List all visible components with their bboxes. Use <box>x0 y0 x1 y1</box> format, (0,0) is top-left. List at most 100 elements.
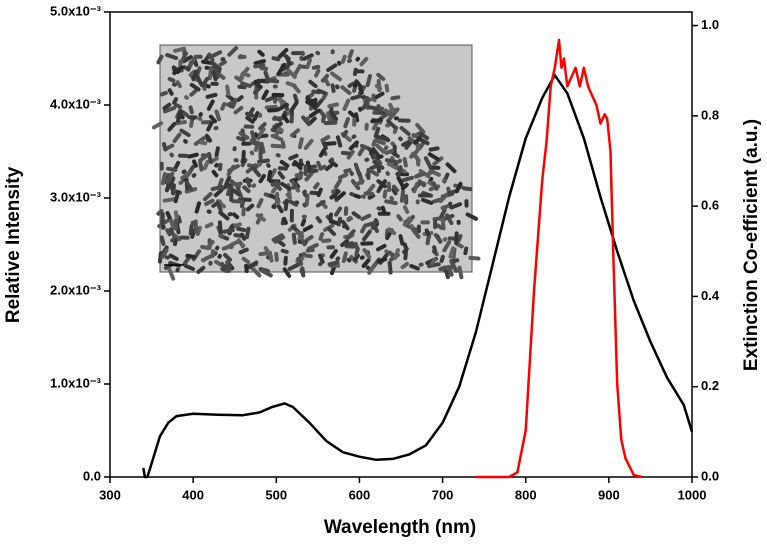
nanorod <box>396 165 403 177</box>
nanorod <box>342 98 351 111</box>
nanorod <box>393 116 399 121</box>
nanorod <box>275 153 281 158</box>
nanorod <box>372 106 385 115</box>
nanorod <box>400 182 409 191</box>
x-axis-title: Wavelength (nm) <box>324 517 476 538</box>
nanorod <box>399 126 411 137</box>
nanorod <box>314 68 321 78</box>
nanorod <box>282 216 288 225</box>
nanorod <box>236 95 244 102</box>
nanorod <box>251 166 262 178</box>
nanorod <box>354 69 365 74</box>
y2-tick-label: 0.2 <box>701 378 719 393</box>
nanorod <box>396 175 405 188</box>
nanorod <box>267 252 274 263</box>
nanorod <box>232 146 237 152</box>
nanorod <box>331 189 336 195</box>
nanorod <box>210 184 224 192</box>
nanorod <box>444 269 450 280</box>
nanorod <box>259 141 266 154</box>
nanorod <box>227 164 240 173</box>
nanorod <box>241 149 246 164</box>
nanorod <box>337 172 349 180</box>
nanorod <box>283 255 288 266</box>
y-axis-title: Relative Intensity <box>3 166 24 323</box>
nanorod <box>442 237 448 242</box>
nanorod <box>425 235 431 246</box>
nanorod <box>274 192 280 204</box>
data-line <box>142 73 694 479</box>
nanorod <box>392 144 397 157</box>
nanorod <box>202 191 213 202</box>
nanorod <box>321 113 327 124</box>
nanorod <box>173 238 178 247</box>
nanorod <box>305 57 312 69</box>
y2-axis-title: Extinction Co-efficient (a.u.) <box>741 119 762 371</box>
nanorod <box>217 162 223 172</box>
nanorod <box>204 65 210 70</box>
nanorod <box>375 134 389 142</box>
nanorod <box>419 137 430 146</box>
nanorod <box>240 71 251 78</box>
nanorod <box>294 173 304 178</box>
nanorod <box>266 163 271 168</box>
nanorod <box>184 264 196 271</box>
y-tick-label: 3.0x10⁻³ <box>50 189 102 204</box>
nanorod <box>251 266 262 278</box>
nanorod <box>159 90 168 97</box>
nanorod <box>224 175 232 187</box>
x-tick-label: 400 <box>182 487 204 502</box>
nanorod <box>352 117 357 127</box>
nanorod <box>386 119 397 130</box>
nanorod <box>271 92 285 98</box>
nanorod <box>387 260 393 275</box>
nanorod <box>194 201 202 214</box>
nanorod <box>273 121 283 130</box>
nanorod <box>386 227 397 236</box>
nanorod <box>234 75 243 83</box>
nanorod <box>457 265 464 280</box>
nanorod <box>239 232 247 241</box>
nanorod <box>430 257 437 266</box>
nanorod <box>303 138 314 151</box>
nanorod <box>189 82 201 92</box>
nanorod <box>328 109 339 122</box>
nanorod <box>288 153 299 161</box>
nanorod <box>210 249 215 258</box>
nanorod <box>340 54 347 64</box>
nanorod <box>413 136 422 145</box>
nanorod <box>414 171 427 179</box>
nanorod <box>324 163 334 172</box>
nanorod <box>240 81 252 88</box>
x-tick-label: 300 <box>99 487 121 502</box>
nanorod <box>233 158 239 163</box>
nanorod <box>222 227 235 234</box>
nanorod <box>401 175 415 183</box>
nanorod <box>318 253 325 264</box>
nanorod <box>365 74 372 88</box>
nanorod <box>448 246 455 259</box>
nanorod <box>267 108 278 113</box>
nanorod <box>377 257 388 264</box>
nanorod <box>289 100 299 113</box>
nanorod <box>256 197 264 209</box>
nanorod <box>255 83 260 88</box>
y2-tick-label: 0.0 <box>701 468 719 483</box>
nanorod <box>205 134 213 143</box>
nanorod <box>178 180 184 185</box>
nanorod <box>411 228 421 239</box>
nanorod <box>233 223 239 228</box>
nanorod <box>166 171 175 184</box>
nanorod <box>278 96 285 107</box>
nanorod <box>341 219 350 231</box>
nanorod <box>241 141 252 146</box>
nanorod <box>304 253 313 259</box>
nanorod <box>213 125 219 131</box>
nanorod <box>164 255 170 260</box>
nanorod <box>360 194 366 199</box>
nanorod <box>382 189 388 199</box>
nanorod <box>318 148 326 158</box>
nanorod <box>276 62 286 76</box>
nanorod <box>400 261 409 270</box>
nanorod <box>171 82 177 87</box>
